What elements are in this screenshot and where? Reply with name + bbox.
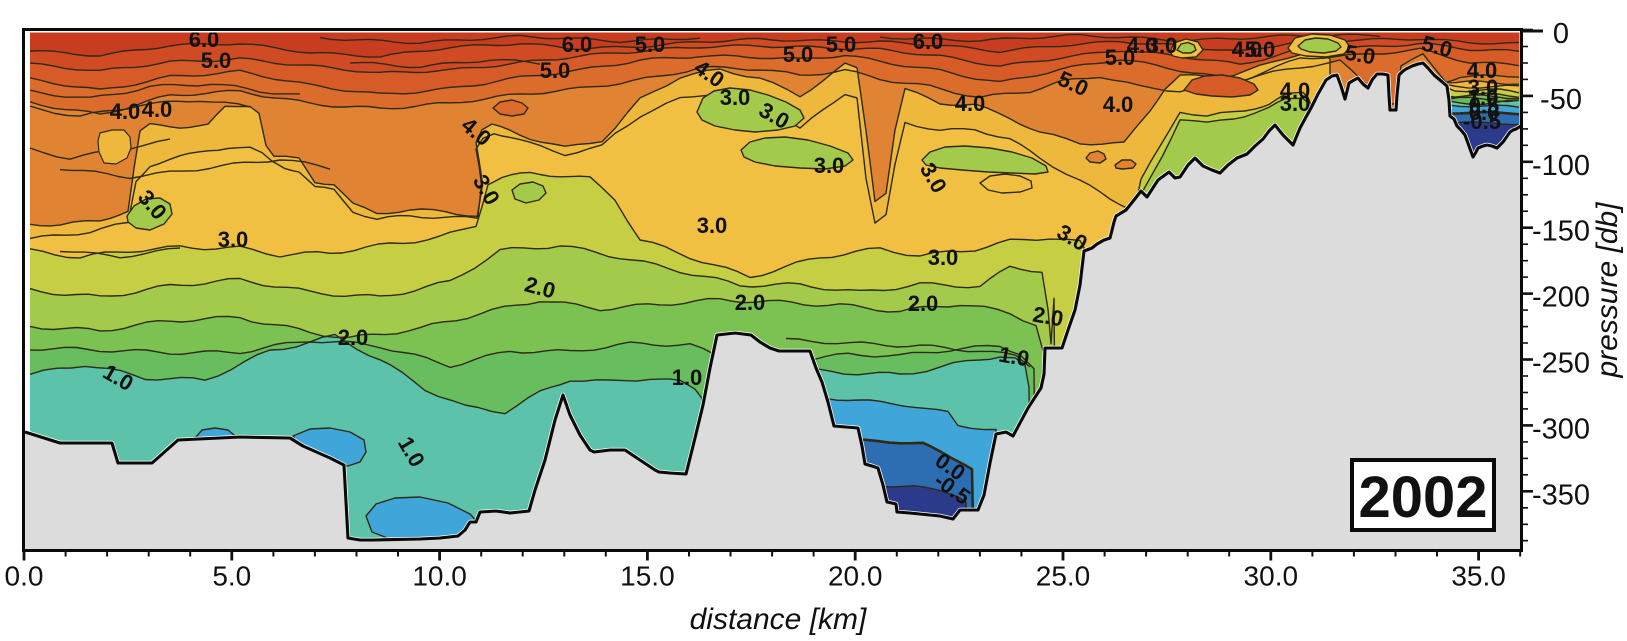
svg-text:-50: -50: [1540, 84, 1582, 116]
svg-text:-150: -150: [1532, 216, 1590, 248]
svg-text:3.0: 3.0: [1147, 33, 1178, 58]
svg-text:1.0: 1.0: [672, 365, 703, 390]
svg-text:2.0: 2.0: [338, 325, 369, 350]
svg-text:0.0: 0.0: [1469, 100, 1500, 125]
svg-text:3.0: 3.0: [814, 153, 845, 178]
svg-text:3.0: 3.0: [928, 245, 959, 270]
svg-text:5.0: 5.0: [635, 32, 666, 57]
svg-text:1.0: 1.0: [1468, 85, 1499, 110]
svg-text:6.0: 6.0: [913, 29, 944, 54]
svg-text:4.0: 4.0: [142, 97, 173, 122]
svg-text:2002: 2002: [1358, 465, 1487, 530]
svg-text:5.0: 5.0: [783, 42, 814, 67]
svg-text:-100: -100: [1532, 150, 1590, 182]
svg-text:-0.5: -0.5: [1463, 109, 1501, 134]
svg-text:1.0: 1.0: [997, 342, 1031, 372]
svg-text:6.0: 6.0: [189, 27, 220, 52]
svg-text:4.0: 4.0: [955, 91, 986, 116]
svg-text:5.0: 5.0: [1343, 40, 1377, 70]
svg-text:4.0: 4.0: [1127, 33, 1158, 58]
svg-text:-250: -250: [1532, 348, 1590, 380]
svg-text:0.0: 0.0: [5, 561, 44, 592]
svg-text:35.0: 35.0: [1451, 561, 1506, 592]
svg-text:2.0: 2.0: [908, 291, 939, 316]
svg-text:4.0: 4.0: [1103, 92, 1134, 117]
svg-text:3.0: 3.0: [697, 213, 728, 238]
svg-text:4.0: 4.0: [1232, 37, 1263, 62]
svg-text:4.0: 4.0: [1467, 58, 1498, 83]
svg-text:5.0: 5.0: [826, 32, 857, 57]
svg-text:4.0: 4.0: [110, 99, 141, 124]
svg-text:2.0: 2.0: [735, 290, 766, 315]
svg-text:-300: -300: [1532, 413, 1590, 445]
svg-text:30.0: 30.0: [1244, 561, 1299, 592]
svg-text:pressure [db]: pressure [db]: [1591, 202, 1624, 379]
svg-text:5.0: 5.0: [212, 561, 251, 592]
svg-text:20.0: 20.0: [828, 561, 883, 592]
svg-text:10.0: 10.0: [412, 561, 467, 592]
svg-text:5.0: 5.0: [540, 58, 571, 83]
svg-text:5.0: 5.0: [1105, 45, 1136, 70]
svg-text:-350: -350: [1532, 479, 1590, 511]
svg-text:3.0: 3.0: [1468, 75, 1499, 100]
svg-text:6.0: 6.0: [562, 32, 593, 57]
svg-text:5.0: 5.0: [1245, 37, 1276, 62]
svg-text:3.0: 3.0: [720, 85, 751, 110]
svg-text:0.5: 0.5: [1469, 93, 1500, 118]
svg-text:5.0: 5.0: [201, 48, 232, 73]
svg-text:4.0: 4.0: [1280, 78, 1311, 103]
svg-text:-200: -200: [1532, 282, 1590, 314]
svg-text:15.0: 15.0: [620, 561, 675, 592]
svg-text:25.0: 25.0: [1036, 561, 1091, 592]
svg-text:3.0: 3.0: [218, 227, 249, 252]
svg-text:0: 0: [1553, 18, 1569, 50]
svg-text:2.0: 2.0: [1031, 302, 1065, 332]
svg-text:distance [km]: distance [km]: [690, 603, 867, 636]
svg-text:3.0: 3.0: [1280, 91, 1311, 116]
